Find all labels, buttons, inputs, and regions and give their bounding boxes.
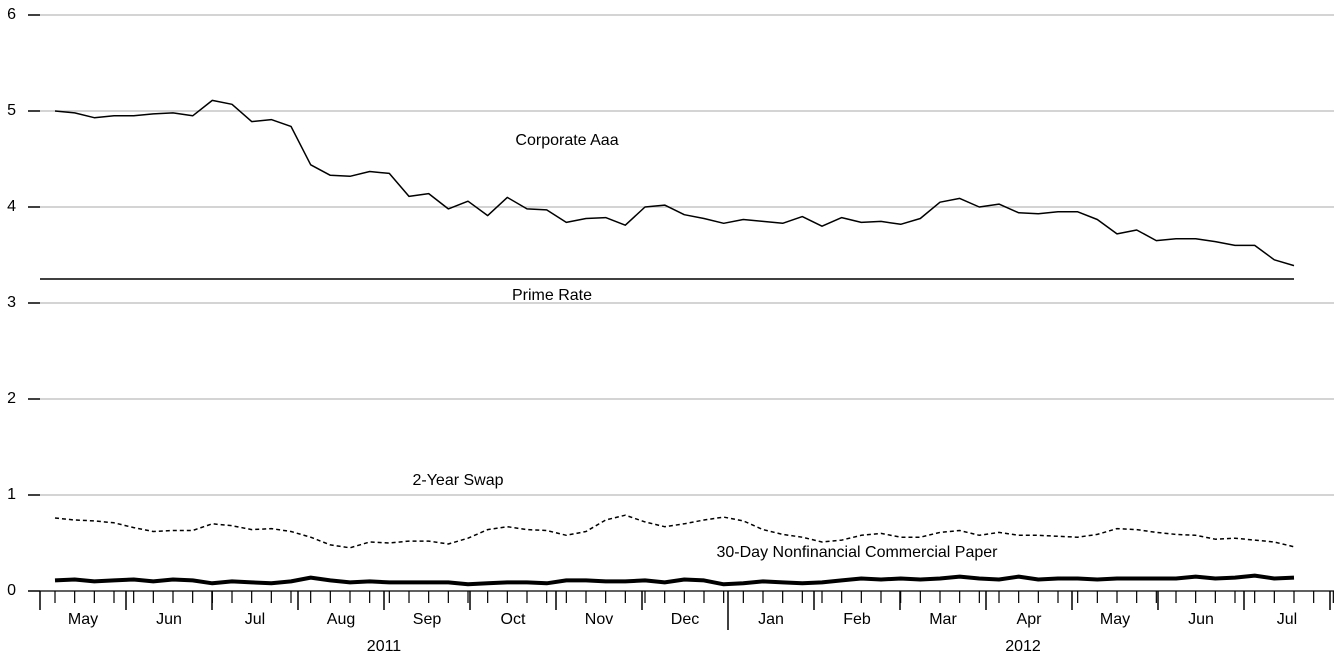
x-tick-label: Apr	[1017, 611, 1043, 628]
x-tick-label: Feb	[843, 611, 871, 628]
x-tick-label: Oct	[501, 611, 526, 628]
series-label: Prime Rate	[512, 287, 592, 304]
year-label: 2012	[1005, 638, 1041, 655]
y-tick-label: 2	[7, 390, 16, 407]
x-tick-label: Mar	[929, 611, 957, 628]
y-tick-label: 3	[7, 294, 16, 311]
x-tick-label: Dec	[671, 611, 699, 628]
y-tick-label: 6	[7, 6, 16, 23]
x-tick-label: Sep	[413, 611, 442, 628]
y-tick-label: 0	[7, 582, 16, 599]
series-line	[54, 514, 1295, 549]
y-tick-label: 4	[7, 198, 16, 215]
x-tick-label: May	[1100, 611, 1130, 628]
year-label: 2011	[367, 638, 402, 655]
x-tick-label: Jun	[156, 611, 182, 628]
series-line	[54, 99, 1295, 267]
x-tick-label: Nov	[585, 611, 613, 628]
y-tick-label: 5	[7, 102, 16, 119]
series-label: 2-Year Swap	[412, 472, 503, 489]
x-tick-label: May	[68, 611, 98, 628]
y-tick-label: 1	[7, 486, 16, 503]
series-label: Corporate Aaa	[515, 132, 618, 149]
x-tick-label: Jul	[245, 611, 265, 628]
x-tick-label: Jul	[1277, 611, 1297, 628]
x-tick-label: Jun	[1188, 611, 1214, 628]
x-tick-label: Aug	[327, 611, 355, 628]
x-tick-label: Jan	[758, 611, 784, 628]
series-line	[54, 573, 1295, 587]
series-label: 30-Day Nonfinancial Commercial Paper	[716, 544, 998, 561]
